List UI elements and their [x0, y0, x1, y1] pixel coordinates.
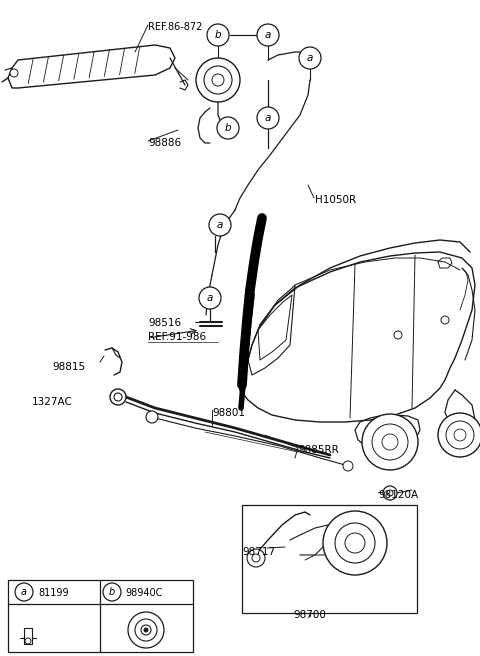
Circle shape — [128, 612, 164, 648]
Text: b: b — [109, 587, 115, 597]
Circle shape — [146, 411, 158, 423]
Text: 98120A: 98120A — [378, 490, 418, 500]
Circle shape — [382, 434, 398, 450]
Circle shape — [110, 389, 126, 405]
Text: 98886: 98886 — [148, 138, 181, 148]
Text: 98801: 98801 — [212, 408, 245, 418]
Circle shape — [217, 117, 239, 139]
Circle shape — [252, 554, 260, 562]
Bar — [8, 580, 193, 652]
Circle shape — [199, 287, 221, 309]
Circle shape — [454, 429, 466, 441]
Text: a: a — [265, 30, 271, 40]
Text: a: a — [265, 113, 271, 123]
Text: 9885RR: 9885RR — [298, 445, 339, 455]
Circle shape — [212, 74, 224, 86]
Circle shape — [362, 414, 418, 470]
Circle shape — [114, 393, 122, 401]
Circle shape — [446, 421, 474, 449]
Circle shape — [209, 214, 231, 236]
Text: 1327AC: 1327AC — [32, 397, 73, 407]
Circle shape — [372, 424, 408, 460]
Circle shape — [257, 24, 279, 46]
Circle shape — [257, 107, 279, 129]
Circle shape — [144, 628, 148, 632]
Circle shape — [196, 58, 240, 102]
Circle shape — [103, 583, 121, 601]
Circle shape — [25, 638, 31, 644]
Text: a: a — [207, 293, 213, 303]
Text: a: a — [21, 587, 27, 597]
Text: 98940C: 98940C — [125, 588, 162, 598]
Text: REF.91-986: REF.91-986 — [148, 332, 206, 342]
Text: b: b — [215, 30, 221, 40]
Circle shape — [335, 523, 375, 563]
Circle shape — [345, 533, 365, 553]
Text: b: b — [225, 123, 231, 133]
Text: REF.86-872: REF.86-872 — [148, 22, 203, 32]
Text: H1050R: H1050R — [315, 195, 356, 205]
Circle shape — [141, 625, 151, 635]
Circle shape — [343, 461, 353, 471]
Circle shape — [247, 549, 265, 567]
Text: 98516: 98516 — [148, 318, 181, 328]
Bar — [242, 505, 417, 613]
Text: a: a — [307, 53, 313, 63]
Circle shape — [394, 331, 402, 339]
Circle shape — [441, 316, 449, 324]
Circle shape — [299, 47, 321, 69]
Circle shape — [204, 66, 232, 94]
Circle shape — [387, 490, 393, 496]
Circle shape — [438, 413, 480, 457]
Circle shape — [207, 24, 229, 46]
Text: 98815: 98815 — [52, 362, 85, 372]
Text: 98717: 98717 — [242, 547, 275, 557]
Circle shape — [323, 511, 387, 575]
Circle shape — [135, 619, 157, 641]
Circle shape — [10, 69, 18, 77]
Text: 81199: 81199 — [38, 588, 69, 598]
Circle shape — [15, 583, 33, 601]
Circle shape — [383, 486, 397, 500]
Text: a: a — [217, 220, 223, 230]
Text: 98700: 98700 — [294, 610, 326, 620]
